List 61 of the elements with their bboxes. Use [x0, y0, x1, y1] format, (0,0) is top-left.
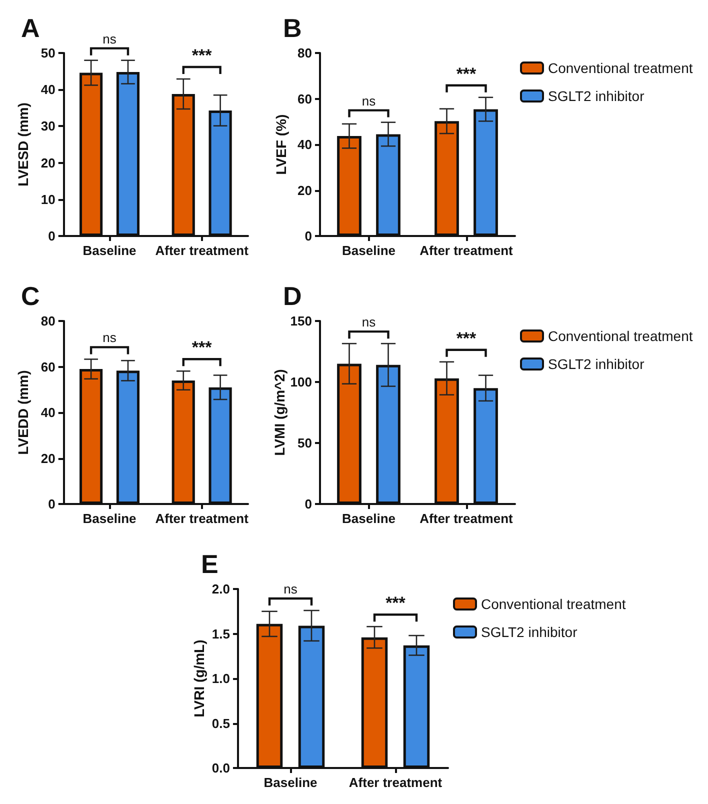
y-tick-label: 50 [40, 46, 56, 60]
legend-label: SGLT2 inhibitor [548, 356, 645, 372]
x-tick-label: Baseline [82, 511, 136, 526]
y-tick-label: 20 [298, 182, 312, 198]
x-tick-label: Baseline [82, 243, 136, 258]
y-tick-label: 80 [40, 314, 56, 328]
annotation: *** [192, 46, 212, 65]
y-tick-label: 0.0 [212, 760, 230, 776]
y-axis-title: LVRI (g/mL) [191, 640, 207, 718]
x-tick-label: Baseline [342, 243, 396, 258]
x-tick-label: Baseline [264, 775, 318, 790]
y-axis-title: LVMI (g/m^2) [271, 369, 288, 456]
chart-title: D [283, 281, 302, 311]
y-tick-label: 150 [290, 314, 312, 328]
x-tick-label: After treatment [420, 243, 514, 258]
y-tick-label: 20 [40, 450, 56, 466]
chart-title: B [283, 13, 302, 43]
x-tick-label: After treatment [155, 511, 250, 526]
y-tick-label: 30 [40, 118, 56, 134]
y-tick-label: 1.5 [212, 626, 230, 642]
y-axis-title: LVESD (mm) [15, 102, 31, 186]
annotation: ns [362, 314, 376, 330]
legend-label: Conventional treatment [548, 60, 693, 76]
legend-label: Conventional treatment [548, 328, 693, 344]
y-tick-label: 60 [40, 359, 56, 374]
y-tick-label: 0 [48, 228, 56, 244]
y-axis-title: LVEF (%) [273, 114, 289, 175]
annotation: *** [386, 594, 406, 613]
x-tick-label: After treatment [420, 511, 514, 526]
y-tick-label: 0 [48, 496, 56, 512]
annotation: ns [102, 330, 117, 346]
y-tick-label: 20 [40, 155, 56, 170]
y-tick-label: 50 [298, 436, 312, 450]
y-tick-label: 1.0 [212, 671, 230, 686]
legend-label: Conventional treatment [481, 596, 626, 612]
legend-label: SGLT2 inhibitor [548, 88, 645, 104]
annotation: *** [456, 328, 477, 348]
x-tick-label: After treatment [155, 243, 250, 258]
y-tick-label: 0 [304, 228, 312, 244]
y-tick-label: 0.5 [212, 716, 230, 731]
x-tick-label: After treatment [348, 775, 443, 790]
legend-label: SGLT2 inhibitor [481, 624, 578, 640]
chart-title: A [21, 13, 40, 43]
annotation: *** [456, 64, 477, 84]
y-tick-label: 100 [290, 374, 312, 390]
y-tick-label: 0 [304, 496, 312, 512]
annotation: ns [284, 581, 298, 596]
text: ns [102, 31, 117, 46]
annotation: ns [362, 93, 376, 108]
x-tick-label: Baseline [342, 511, 396, 526]
y-tick-label: 2.0 [212, 582, 230, 596]
y-tick-label: 60 [298, 91, 312, 106]
y-axis-title: LVEDD (mm) [15, 370, 31, 455]
annotation: *** [192, 338, 212, 358]
y-tick-label: 40 [40, 82, 56, 98]
y-tick-label: 80 [298, 46, 312, 60]
y-tick-label: 40 [298, 137, 312, 152]
chart-title: E [201, 549, 218, 579]
y-tick-label: 10 [40, 192, 56, 207]
chart-title: C [21, 281, 40, 311]
y-tick-label: 40 [40, 405, 56, 420]
